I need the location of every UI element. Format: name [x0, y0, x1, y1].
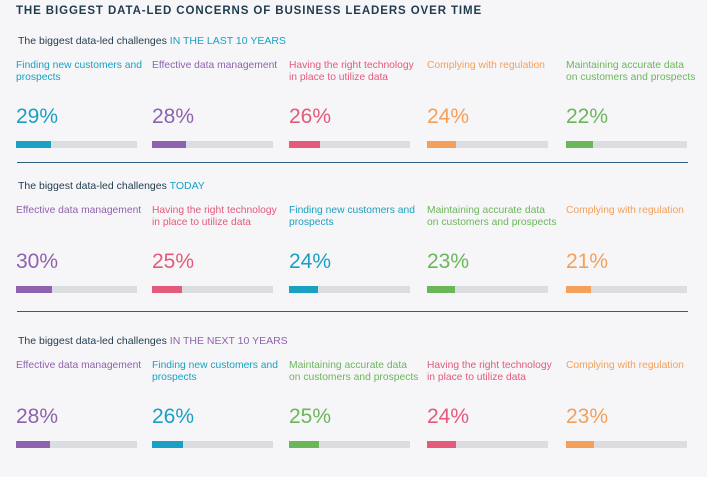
bar-item-maintaining-accurate-data: Maintaining accurate data on customers a… [289, 360, 419, 475]
bar-value-label: 30% [16, 250, 59, 273]
bar-item-having-the-right: Having the right technology in place to … [152, 205, 280, 320]
bar-label: Finding new customers and prospects [289, 205, 415, 228]
bar-fill [427, 141, 456, 148]
bar-track [152, 141, 273, 148]
bar-label: Effective data management [152, 60, 278, 71]
bar-value-label: 25% [289, 405, 332, 428]
bar-fill [289, 141, 320, 148]
bar-track [16, 141, 137, 148]
section-divider [17, 311, 688, 312]
section-heading-prefix: The biggest data-led challenges [18, 335, 167, 347]
bar-value-label: 23% [427, 250, 470, 273]
section-heading-emphasis: IN THE LAST 10 YEARS [169, 35, 286, 47]
bar-fill [16, 286, 52, 293]
bar-fill [152, 441, 183, 448]
bar-label: Maintaining accurate data on customers a… [289, 360, 419, 383]
bar-fill [566, 141, 593, 148]
bar-track [566, 441, 687, 448]
bar-label: Maintaining accurate data on customers a… [566, 60, 696, 83]
bar-fill [16, 141, 51, 148]
bar-label: Maintaining accurate data on customers a… [427, 205, 557, 228]
bar-fill [16, 441, 50, 448]
bar-item-effective-data-management: Effective data management 30% [16, 205, 144, 320]
section-heading: The biggest data-led challenges TODAY [18, 180, 205, 192]
bar-value-label: 24% [289, 250, 332, 273]
bar-track [427, 441, 548, 448]
bar-value-label: 24% [427, 405, 470, 428]
bar-label: Complying with regulation [566, 205, 684, 216]
section-heading: The biggest data-led challenges IN THE N… [18, 335, 288, 347]
chart-section-in-the-last-10-years: The biggest data-led challenges IN THE L… [0, 35, 707, 177]
bar-label: Complying with regulation [566, 360, 684, 371]
bar-fill [289, 286, 318, 293]
page-title: THE BIGGEST DATA-LED CONCERNS OF BUSINES… [16, 5, 483, 17]
chart-section-in-the-next-10-years: The biggest data-led challenges IN THE N… [0, 335, 707, 477]
bar-item-having-the-right: Having the right technology in place to … [289, 60, 417, 175]
bar-fill [427, 441, 456, 448]
bar-fill [289, 441, 319, 448]
section-divider [17, 162, 688, 163]
bar-value-label: 28% [16, 405, 59, 428]
bar-track [16, 286, 137, 293]
bar-item-maintaining-accurate-data: Maintaining accurate data on customers a… [566, 60, 696, 175]
bar-item-complying-with-regulation: Complying with regulation 23% [566, 360, 694, 475]
bar-track [289, 441, 410, 448]
bar-label: Effective data management [16, 205, 142, 216]
bar-value-label: 26% [152, 405, 195, 428]
bar-value-label: 22% [566, 105, 609, 128]
bar-item-maintaining-accurate-data: Maintaining accurate data on customers a… [427, 205, 557, 320]
bar-value-label: 21% [566, 250, 609, 273]
bar-item-effective-data-management: Effective data management 28% [16, 360, 144, 475]
bar-value-label: 23% [566, 405, 609, 428]
bar-item-effective-data-management: Effective data management 28% [152, 60, 280, 175]
bar-label: Having the right technology in place to … [152, 205, 277, 228]
bar-item-complying-with-regulation: Complying with regulation 21% [566, 205, 694, 320]
section-heading-emphasis: TODAY [169, 180, 205, 192]
bar-label: Effective data management [16, 360, 142, 371]
bar-value-label: 26% [289, 105, 332, 128]
bar-label: Having the right technology in place to … [289, 60, 414, 83]
bar-track [427, 141, 548, 148]
bar-track [289, 141, 410, 148]
bar-label: Finding new customers and prospects [16, 60, 142, 83]
bar-track [566, 286, 687, 293]
section-heading: The biggest data-led challenges IN THE L… [18, 35, 286, 47]
bar-track [289, 286, 410, 293]
bar-label: Finding new customers and prospects [152, 360, 278, 383]
bar-label: Complying with regulation [427, 60, 545, 71]
bar-item-having-the-right: Having the right technology in place to … [427, 360, 555, 475]
bar-track [566, 141, 687, 148]
bar-track [427, 286, 548, 293]
bar-fill [566, 441, 594, 448]
bar-fill [427, 286, 455, 293]
bar-fill [152, 286, 182, 293]
bar-value-label: 28% [152, 105, 195, 128]
bar-item-finding-new-customers: Finding new customers and prospects 29% [16, 60, 144, 175]
bar-value-label: 24% [427, 105, 470, 128]
chart-section-today: The biggest data-led challenges TODAY Eff… [0, 180, 707, 322]
bar-value-label: 25% [152, 250, 195, 273]
bar-track [16, 441, 137, 448]
section-heading-prefix: The biggest data-led challenges [18, 180, 167, 192]
bar-item-complying-with-regulation: Complying with regulation 24% [427, 60, 555, 175]
bar-item-finding-new-customers: Finding new customers and prospects 26% [152, 360, 280, 475]
section-heading-emphasis: IN THE NEXT 10 YEARS [169, 335, 288, 347]
bar-fill [152, 141, 186, 148]
bar-track [152, 286, 273, 293]
bar-value-label: 29% [16, 105, 59, 128]
bar-fill [566, 286, 591, 293]
bar-item-finding-new-customers: Finding new customers and prospects 24% [289, 205, 417, 320]
bar-track [152, 441, 273, 448]
section-heading-prefix: The biggest data-led challenges [18, 35, 167, 47]
bar-label: Having the right technology in place to … [427, 360, 552, 383]
